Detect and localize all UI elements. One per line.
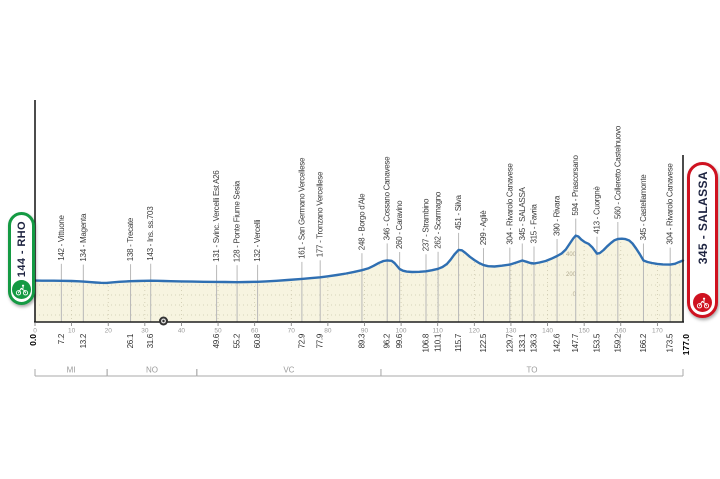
km-label: 122.5 — [479, 333, 488, 352]
waypoint-labels: 142 - Vittuone 134 - Magenta 138 - Trecate… — [57, 125, 675, 262]
start-badge: 144 - RHO — [8, 212, 35, 305]
tick-label: 0 — [33, 328, 37, 335]
waypoint-label: 315 - Favria — [530, 204, 539, 244]
waypoint-label: 260 - Caravino — [395, 200, 404, 249]
tick-label: 100 — [396, 328, 407, 335]
waypoint-label: 132 - Vercelli — [253, 219, 262, 262]
tick-label: 90 — [361, 328, 369, 335]
tick-label: 150 — [579, 328, 590, 335]
waypoint-label: 237 - Strambino — [422, 198, 431, 251]
km-label: 166.2 — [639, 333, 648, 352]
cyclist-glyph — [696, 297, 709, 308]
tick-label: 130 — [506, 328, 517, 335]
km-label: 133.1 — [518, 333, 527, 352]
waypoint-label: 346 - Cossano Canavese — [383, 156, 392, 241]
km-label-endpoint: 177.0 — [681, 334, 691, 356]
elevation-label: 0 — [573, 292, 577, 298]
waypoint-label: 248 - Borgo d'Ale — [357, 193, 366, 250]
province-label: TO — [526, 366, 537, 375]
tick-label: 40 — [178, 328, 186, 335]
km-label: 77.9 — [316, 333, 325, 348]
waypoint-label: 262 - Scarmagno — [434, 191, 443, 249]
km-label: 72.9 — [297, 333, 306, 348]
waypoint-label: 177 - Tronzano Vercellese — [316, 171, 325, 257]
tick-label: 30 — [141, 328, 149, 335]
km-label: 96.2 — [383, 333, 392, 348]
axes — [34, 100, 684, 323]
tick-label: 160 — [615, 328, 626, 335]
finish-badge: 345 - SALASSA — [687, 162, 718, 318]
waypoint-label: 304 - Rivarolo Canavese — [505, 163, 514, 245]
elevation-label: 200 — [566, 272, 577, 278]
finish-badge-label: 345 - SALASSA — [695, 171, 710, 265]
province-label: VC — [283, 366, 294, 375]
tick-label: 60 — [251, 328, 259, 335]
tick-label: 120 — [469, 328, 480, 335]
waypoint-label: 345 - Castellamonte — [639, 174, 648, 241]
waypoint-label: 143 - Ins. ss.703 — [146, 206, 155, 261]
km-label: 129.7 — [505, 333, 514, 352]
waypoint-label: 594 - Prascorsano — [571, 154, 580, 215]
waypoint-label: 345 - SALASSA — [518, 187, 527, 241]
profile-line — [33, 234, 685, 285]
waypoint-label: 142 - Vittuone — [57, 214, 66, 260]
tick-label: 50 — [214, 328, 222, 335]
km-label: 31.6 — [146, 333, 155, 348]
tick-label: 70 — [288, 328, 296, 335]
km-label: 99.6 — [395, 333, 404, 348]
km-label: 173.5 — [666, 333, 675, 352]
km-label: 136.3 — [530, 333, 539, 352]
km-label: 110.1 — [434, 333, 443, 352]
km-label: 7.2 — [57, 333, 66, 344]
x-ticks: 0 10 20 30 40 50 60 70 80 90 100 110 120 130 140 150 160… — [33, 322, 663, 335]
waypoint-label: 304 - Rivarolo Canavese — [666, 163, 675, 245]
tick-label: 110 — [433, 328, 444, 335]
marker-hub — [162, 319, 165, 323]
km-label: 115.7 — [454, 333, 463, 352]
finish-cyclist-icon — [693, 293, 712, 312]
level-crossing-icon — [159, 316, 169, 326]
waypoint-label: 413 - Cuorgnè — [593, 186, 602, 234]
km-label: 159.2 — [613, 333, 622, 352]
start-badge-label: 144 - RHO — [15, 221, 28, 278]
elevation-scale: 400 200 0 — [566, 252, 577, 298]
province-label: NO — [146, 366, 158, 375]
elevation-label: 400 — [566, 252, 577, 258]
km-label: 26.1 — [126, 333, 135, 348]
waypoint-label: 560 - Colleretto Castelnuovo — [613, 125, 622, 219]
waypoint-label: 138 - Trecate — [126, 217, 135, 261]
km-label: 13.2 — [79, 333, 88, 348]
profile-area-fill — [35, 235, 683, 322]
waypoint-label: 390 - Rivara — [553, 195, 562, 236]
km-label-endpoint: 0.0 — [28, 334, 38, 346]
km-label: 153.5 — [593, 333, 602, 352]
waypoint-label: 161 - San Germano Vercellese — [297, 157, 306, 259]
province-brackets: MI NO VC TO — [34, 366, 684, 377]
km-label: 147.7 — [571, 333, 580, 352]
km-label: 49.6 — [212, 333, 221, 348]
province-label: MI — [67, 366, 76, 375]
km-label: 89.3 — [357, 333, 366, 348]
tick-label: 20 — [105, 328, 113, 335]
km-label: 60.8 — [253, 333, 262, 348]
waypoint-label: 134 - Magenta — [79, 213, 88, 262]
cyclist-glyph — [15, 284, 28, 295]
km-label: 55.2 — [233, 333, 242, 348]
tick-label: 10 — [68, 328, 76, 335]
tick-label: 170 — [652, 328, 663, 335]
km-label: 142.6 — [553, 333, 562, 352]
tick-label: 140 — [542, 328, 553, 335]
tick-label: 80 — [324, 328, 332, 335]
start-cyclist-icon — [12, 280, 31, 299]
waypoint-label: 299 - Agliè — [479, 210, 488, 245]
waypoint-label: 451 - Silva — [454, 195, 463, 230]
waypoint-label: 128 - Ponte Fiume Sesia — [233, 180, 242, 262]
km-label: 106.8 — [422, 333, 431, 352]
km-labels: 7.2 13.2 26.1 31.6 49.6 55.2 60.8 72.9 77.9 89.3 9… — [28, 333, 691, 355]
waypoint-label: 131 - Svinc. Vercelli Est A26 — [212, 170, 221, 262]
waypoint-leaders — [60, 218, 671, 322]
